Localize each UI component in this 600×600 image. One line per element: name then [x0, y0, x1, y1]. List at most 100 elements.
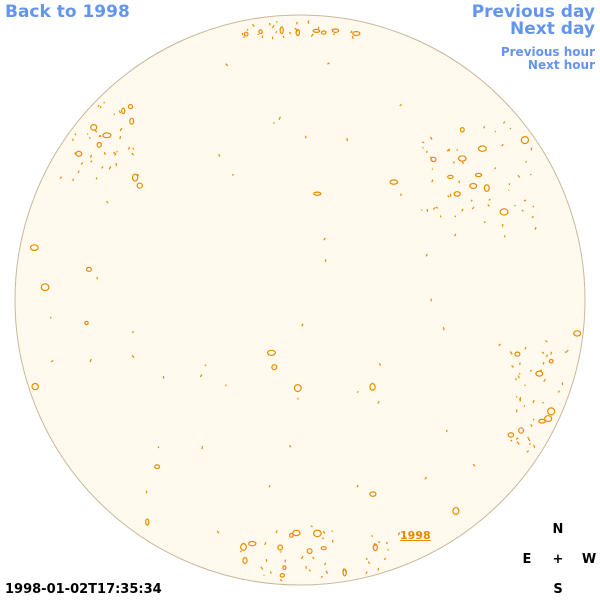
- contour-speck: [420, 209, 423, 211]
- contour-speck: [529, 443, 531, 446]
- contour-speck: [279, 578, 283, 582]
- contour-speck: [532, 418, 535, 421]
- contour-speck: [499, 208, 509, 216]
- contour-speck: [294, 27, 297, 30]
- contour-speck: [99, 135, 102, 137]
- contour-speck: [282, 565, 287, 571]
- contour-speck: [526, 450, 530, 453]
- contour-speck: [295, 28, 301, 37]
- compass-east: E: [522, 552, 532, 567]
- contour-speck: [519, 396, 522, 401]
- contour-speck: [344, 570, 347, 573]
- contour-speck: [90, 160, 93, 163]
- next-day-link[interactable]: Next day: [510, 19, 595, 39]
- contour-speck: [257, 33, 259, 36]
- contour-speck: [240, 542, 247, 551]
- contour-speck: [258, 29, 263, 35]
- contour-speck: [383, 557, 387, 561]
- contour-speck: [385, 541, 389, 545]
- contour-speck: [494, 167, 497, 170]
- contour-speck: [312, 28, 321, 33]
- contour-speck: [469, 182, 478, 189]
- contour-speck: [278, 116, 281, 120]
- contour-speck: [515, 437, 519, 440]
- contour-speck: [282, 35, 285, 39]
- contour-speck: [411, 534, 414, 537]
- contour-speck: [310, 33, 314, 37]
- contour-speck: [538, 418, 546, 424]
- contour-speck: [477, 145, 487, 152]
- contour-speck: [332, 33, 336, 36]
- contour-speck: [498, 343, 502, 347]
- contour-speck: [40, 283, 50, 292]
- contour-speck: [356, 484, 359, 488]
- contour-speck: [239, 550, 242, 553]
- contour-speck: [543, 378, 546, 382]
- contour-speck: [331, 28, 340, 34]
- contour-speck: [72, 178, 75, 182]
- contour-speck: [325, 570, 329, 575]
- contour-speck: [273, 121, 275, 124]
- previous-hour-link[interactable]: Previous hour: [500, 45, 595, 59]
- contour-speck: [132, 147, 135, 150]
- contour-speck: [74, 133, 77, 136]
- contour-speck: [530, 147, 533, 151]
- contour-speck: [369, 491, 377, 497]
- contour-speck: [116, 150, 118, 153]
- contour-speck: [243, 36, 245, 39]
- year-link[interactable]: 1998: [400, 529, 431, 542]
- contour-speck: [103, 151, 106, 156]
- contour-speck: [474, 172, 483, 178]
- contour-speck: [525, 160, 528, 163]
- contour-speck: [573, 330, 582, 337]
- contour-speck: [397, 532, 401, 536]
- contour-speck: [459, 127, 465, 133]
- contour-speck: [204, 364, 207, 367]
- compass-west: W: [581, 552, 597, 567]
- contour-speck: [369, 383, 376, 391]
- contour-speck: [271, 24, 275, 29]
- contour-speck: [431, 179, 434, 183]
- back-to-year-link[interactable]: Back to 1998: [5, 2, 130, 22]
- contour-speck: [531, 215, 534, 219]
- contour-speck: [377, 541, 381, 544]
- contour-speck: [425, 253, 428, 257]
- contour-speck: [448, 148, 451, 152]
- contour-speck: [252, 23, 255, 27]
- contour-speck: [352, 31, 361, 37]
- contour-speck: [377, 567, 380, 571]
- contour-speck: [518, 427, 525, 434]
- contour-speck: [131, 173, 139, 182]
- contour-speck: [74, 152, 77, 155]
- contour-speck: [145, 518, 150, 526]
- contour-speck: [277, 544, 284, 551]
- contour-speck: [308, 569, 311, 572]
- contour-speck: [268, 484, 271, 488]
- contour-speck: [322, 530, 326, 534]
- contour-speck: [313, 529, 322, 538]
- contour-speck: [127, 103, 134, 110]
- contour-speck: [264, 541, 267, 546]
- next-hour-link[interactable]: Next hour: [527, 58, 595, 72]
- contour-speck: [533, 444, 536, 449]
- contour-speck: [320, 546, 327, 551]
- contour-speck: [447, 194, 450, 198]
- contour-speck: [94, 129, 98, 133]
- contour-speck: [457, 155, 467, 162]
- contour-speck: [483, 184, 490, 192]
- contour-speck: [84, 320, 89, 326]
- contour-speck: [447, 174, 454, 180]
- contour-speck: [80, 162, 84, 165]
- contour-speck: [453, 191, 461, 197]
- contour-speck: [509, 351, 513, 355]
- contour-speck: [131, 152, 134, 156]
- previous-day-link[interactable]: Previous day: [471, 2, 595, 22]
- contour-speck: [378, 362, 382, 366]
- contour-speck: [131, 354, 135, 359]
- contour-speck: [50, 359, 54, 363]
- contour-speck: [342, 568, 347, 577]
- contour-speck: [320, 30, 327, 35]
- contour-speck: [542, 361, 545, 365]
- contour-speck: [327, 62, 330, 65]
- contour-speck: [131, 330, 135, 334]
